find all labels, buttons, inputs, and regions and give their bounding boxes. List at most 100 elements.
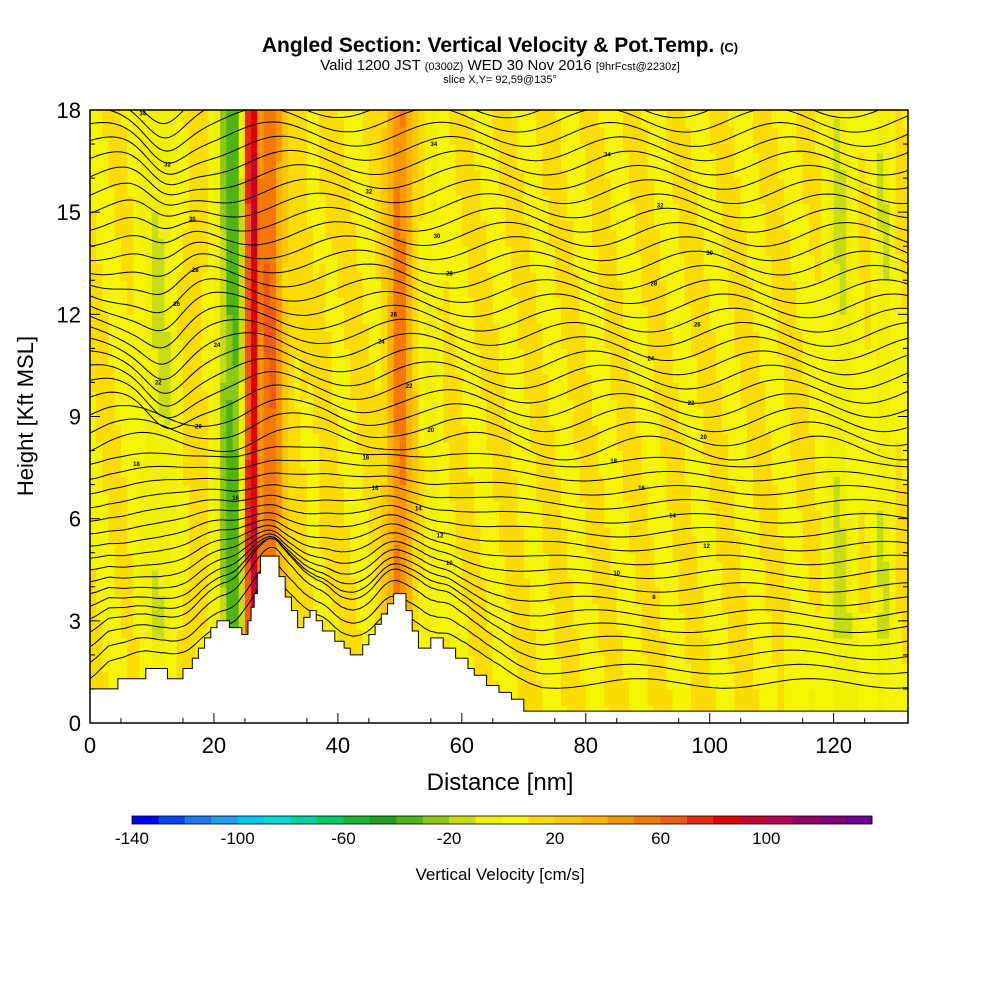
velocity-cell (170, 595, 178, 605)
velocity-cell (418, 603, 426, 613)
velocity-cell (375, 229, 382, 239)
velocity-cell (486, 195, 494, 205)
velocity-cell (220, 467, 227, 477)
velocity-cell (213, 348, 221, 358)
velocity-cell (207, 603, 215, 613)
velocity-cell (170, 152, 178, 162)
velocity-cell (127, 493, 134, 503)
velocity-cell (108, 280, 116, 290)
velocity-cell (251, 297, 258, 307)
velocity-cell (474, 399, 482, 409)
velocity-cell (362, 152, 370, 162)
velocity-cell (468, 144, 475, 154)
velocity-cell (492, 169, 500, 179)
velocity-cell (182, 331, 190, 341)
velocity-cell (505, 527, 512, 537)
velocity-cell (437, 339, 444, 349)
velocity-cell (127, 314, 134, 324)
velocity-cell (170, 433, 178, 443)
velocity-cell (430, 322, 438, 332)
velocity-cell (511, 569, 519, 579)
velocity-cell (356, 595, 364, 605)
velocity-cell (331, 569, 339, 579)
velocity-cell (399, 535, 407, 545)
velocity-cell (418, 629, 426, 639)
velocity-cell (480, 339, 488, 349)
velocity-cell (319, 169, 327, 179)
velocity-cell (133, 110, 141, 120)
velocity-cell (499, 161, 506, 171)
velocity-cell (399, 195, 407, 205)
velocity-cell (282, 220, 289, 230)
velocity-cell (139, 654, 147, 664)
velocity-cell (201, 510, 209, 520)
velocity-cell (350, 373, 358, 384)
velocity-cell (486, 561, 494, 571)
velocity-cell (201, 314, 209, 324)
velocity-cell (244, 169, 252, 179)
velocity-cell (368, 161, 376, 171)
velocity-cell (300, 518, 308, 528)
velocity-cell (269, 135, 277, 145)
velocity-cell (251, 331, 258, 341)
velocity-cell (182, 271, 190, 281)
velocity-cell (96, 254, 103, 264)
velocity-cell (251, 586, 258, 596)
velocity-cell (393, 254, 401, 264)
velocity-cell (486, 390, 494, 401)
velocity-cell (263, 493, 271, 503)
velocity-cell (145, 127, 153, 137)
velocity-cell (158, 144, 165, 154)
velocity-cell (455, 135, 463, 145)
velocity-cell (430, 373, 438, 384)
velocity-cell (306, 544, 314, 554)
velocity-cell (492, 416, 500, 426)
velocity-cell (133, 646, 141, 656)
velocity-cell (313, 161, 320, 171)
velocity-cell (102, 229, 110, 239)
velocity-cell (232, 501, 240, 511)
velocity-cell (201, 203, 209, 213)
velocity-cell (306, 535, 314, 545)
velocity-cell (418, 586, 426, 596)
velocity-cell (511, 450, 519, 460)
velocity-cell (220, 595, 227, 605)
velocity-cell (325, 450, 333, 460)
velocity-cell (337, 484, 345, 494)
velocity-cell (232, 442, 240, 452)
velocity-cell (424, 493, 432, 503)
velocity-cell (275, 433, 283, 443)
velocity-cell (468, 212, 475, 222)
velocity-cell (461, 322, 469, 332)
velocity-cell (251, 382, 258, 392)
velocity-cell (474, 186, 482, 196)
velocity-cell (282, 178, 289, 188)
velocity-cell (306, 135, 314, 145)
velocity-cell (418, 263, 426, 273)
velocity-cell (133, 237, 141, 247)
velocity-cell (195, 442, 203, 452)
velocity-cell (232, 263, 240, 273)
velocity-cell (151, 612, 159, 622)
velocity-cell (486, 246, 494, 256)
velocity-cell (213, 220, 221, 230)
velocity-cell (207, 169, 215, 179)
velocity-cell (461, 186, 469, 196)
velocity-cell (164, 161, 172, 171)
velocity-cell (170, 663, 178, 673)
velocity-cell (213, 544, 221, 554)
velocity-cell (263, 433, 271, 443)
velocity-cell (406, 203, 413, 213)
velocity-cell (90, 569, 97, 579)
velocity-cell (151, 144, 159, 154)
velocity-cell (443, 322, 451, 332)
velocity-cell (251, 339, 258, 349)
velocity-cell (406, 518, 413, 528)
velocity-cell (288, 135, 296, 145)
velocity-cell (455, 535, 463, 545)
velocity-cell (244, 518, 252, 528)
velocity-cell (133, 671, 141, 682)
velocity-cell (306, 356, 314, 367)
velocity-cell (486, 612, 494, 622)
velocity-cell (120, 169, 128, 179)
